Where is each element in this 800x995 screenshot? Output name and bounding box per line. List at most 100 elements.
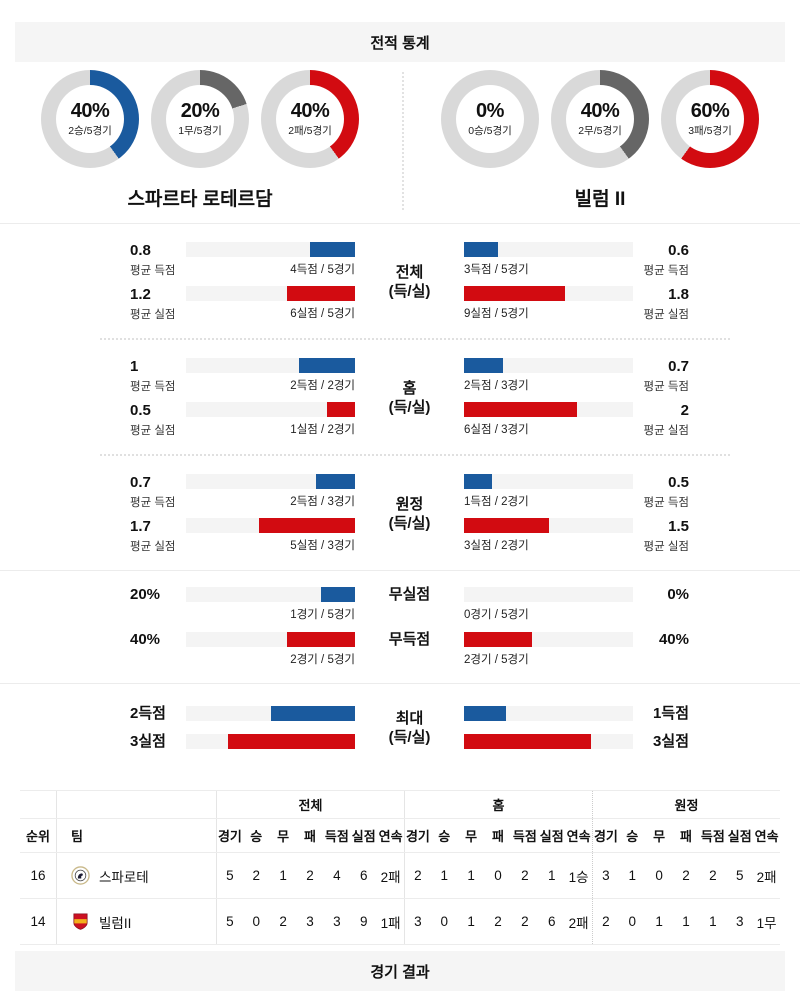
stat-left-bar: 6실점 / 5경기 [186, 286, 355, 321]
section-label: 전체 (득/실) [388, 264, 431, 300]
stat-left-bar: 5실점 / 3경기 [186, 518, 355, 553]
stat-bar [464, 286, 566, 301]
bar-track [464, 242, 633, 257]
rank-value: 14 [30, 914, 46, 929]
stat-left-bar: 2득점 / 2경기 [186, 358, 355, 393]
bar-track [186, 286, 355, 301]
stat-left: 0.5 평균 실점 [130, 402, 176, 437]
stats-section-title: 전적 통계 [370, 34, 430, 52]
stat-caption: 평균 실점 [643, 309, 689, 321]
bar-label: 4득점 / 5경기 [290, 264, 355, 276]
willem-ii-logo-icon [71, 912, 90, 931]
stat-value: 0.8 [130, 242, 151, 259]
away-loss-caption: 3패/5경기 [688, 124, 732, 137]
away-draw-donut: 40% 2무/5경기 [551, 70, 649, 168]
stat-value: 3실점 [130, 733, 166, 750]
divider [0, 570, 800, 571]
home-win-donut-center: 40% 2승/5경기 [56, 85, 124, 153]
stat-bar [464, 358, 504, 373]
divider [0, 223, 800, 224]
stat-left-bar [186, 706, 355, 721]
home-draw-donut: 20% 1무/5경기 [151, 70, 249, 168]
stat-left: 0.8 평균 득점 [130, 242, 186, 278]
stat-right: 1.5 평균 실점 [643, 518, 689, 553]
home-win-donut: 40% 2승/5경기 [41, 70, 139, 168]
home-loss-donut: 40% 2패/5경기 [261, 70, 359, 168]
divider [0, 683, 800, 684]
home-win-caption: 2승/5경기 [68, 124, 112, 137]
dotted-divider [100, 338, 730, 340]
stat-bar [464, 518, 549, 533]
group-header-all: 전체 [216, 791, 404, 818]
stat-bar [326, 402, 355, 417]
team-name: 스파로테 [99, 869, 149, 885]
stat-bar [464, 474, 493, 489]
stat-left-bar: 1실점 / 2경기 [186, 402, 355, 437]
table-column-header-row: 순위 팀 경기 승 무 패 득점 실점 연속 경기 승 무 패 득점 실점 연속… [20, 819, 780, 853]
stat-left-bar: 1경기 / 5경기 [186, 587, 355, 622]
stats-section-overall: 0.8 평균 득점 4득점 / 5경기 전체 (득/실) 3득점 / 5경기 0… [0, 224, 800, 338]
stat-bar [287, 286, 355, 301]
stats-section-cleansheet: 20% 1경기 / 5경기 무실점 0경기 / 5경기 0% 40% 2경기 /… [0, 571, 800, 683]
stat-value: 1득점 [653, 705, 689, 722]
col-header-team: 팀 [56, 819, 216, 852]
bar-label: 3득점 / 5경기 [464, 264, 529, 276]
stat-right-bar: 9실점 / 5경기 [464, 286, 633, 321]
home-draw-percent: 20% [180, 99, 220, 122]
stat-bar [315, 474, 355, 489]
stat-right: 0.7 평균 득점 [643, 358, 689, 393]
stat-bar [464, 734, 591, 749]
stat-value: 0.6 [668, 242, 689, 259]
stat-left: 1.7 평균 실점 [130, 518, 176, 553]
away-team-donuts: 0% 0승/5경기 40% 2무/5경기 60% 3패/5경기 [400, 70, 800, 168]
stat-caption: 평균 득점 [130, 265, 176, 277]
away-win-donut-center: 0% 0승/5경기 [456, 85, 524, 153]
section-label: 홈 (득/실) [388, 380, 431, 416]
group-header-away: 원정 [592, 791, 780, 818]
home-team-name: 스파르타 로테르담 [127, 189, 273, 210]
stat-value: 40% [130, 631, 161, 648]
dotted-divider [100, 454, 730, 456]
stat-bar [228, 734, 355, 749]
away-draw-caption: 2무/5경기 [578, 124, 622, 137]
stat-value: 1.2 [130, 286, 151, 303]
results-section-title: 경기 결과 [370, 963, 430, 981]
section-label: 최대 (득/실) [388, 710, 431, 746]
home-loss-donut-center: 40% 2패/5경기 [276, 85, 344, 153]
home-draw-caption: 1무/5경기 [178, 124, 222, 137]
section-label: 원정 (득/실) [388, 496, 431, 532]
stats-section-max: 2득점 최대 (득/실) 1득점 3실점 3실점 [0, 684, 800, 750]
stat-caption: 평균 실점 [130, 309, 176, 321]
row-label: 무실점 [388, 586, 431, 603]
stat-right-bar: 0경기 / 5경기 [464, 587, 633, 622]
team-names-row: 스파르타 로테르담 빌럼 II [0, 184, 800, 211]
table-group-header-row: 전체 홈 원정 [20, 791, 780, 819]
team-name: 빌럼II [99, 915, 132, 931]
stat-right: 0.6 평균 득점 [633, 242, 689, 278]
sparta-rotterdam-logo-icon [71, 866, 90, 885]
away-win-caption: 0승/5경기 [468, 124, 512, 137]
stat-bar [464, 402, 577, 417]
stat-bar [259, 518, 355, 533]
stat-bar [287, 632, 355, 647]
stat-right-bar [464, 734, 633, 749]
bar-track [186, 242, 355, 257]
stat-value: 0% [667, 586, 689, 603]
stat-right-bar: 6실점 / 3경기 [464, 402, 633, 437]
table-row: 16 스파로테 5 2 1 2 4 6 2패 2 1 1 0 2 1 1승 3 … [20, 853, 780, 899]
table-row: 14 빌럼II 5 0 2 3 3 9 1패 3 0 1 2 2 6 2패 2 … [20, 899, 780, 945]
stat-right: 0.5 평균 득점 [643, 474, 689, 509]
col-header-rank: 순위 [26, 829, 50, 844]
stat-bar [464, 632, 532, 647]
away-loss-donut: 60% 3패/5경기 [661, 70, 759, 168]
stat-right-bar: 3실점 / 2경기 [464, 518, 633, 553]
stat-left: 1.2 평균 실점 [130, 286, 186, 322]
group-header-home: 홈 [404, 791, 592, 818]
stat-value: 1.8 [668, 286, 689, 303]
stats-section-header: 전적 통계 [15, 22, 785, 62]
team-cell: 빌럼II [56, 899, 216, 944]
stat-value: 3실점 [653, 733, 689, 750]
stat-bar [464, 706, 507, 721]
stat-bar [309, 242, 355, 257]
away-team-name: 빌럼 II [574, 189, 626, 210]
